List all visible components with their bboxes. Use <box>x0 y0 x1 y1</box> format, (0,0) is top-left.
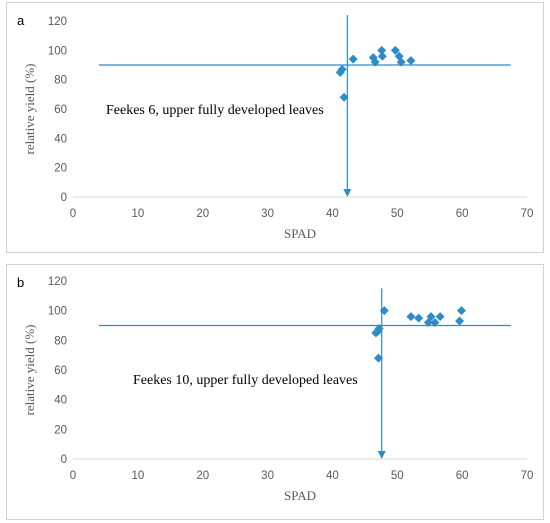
x-tick-label: 20 <box>196 470 209 482</box>
y-tick-label: 40 <box>54 133 67 145</box>
y-tick-label: 40 <box>54 395 67 407</box>
x-tick-label: 40 <box>326 470 339 482</box>
x-tick-label: 40 <box>326 208 339 220</box>
x-tick-label: 0 <box>70 470 76 482</box>
data-point <box>337 64 347 74</box>
x-tick-label: 70 <box>521 470 534 482</box>
y-tick-label: 120 <box>48 16 67 28</box>
chart-panel-a: a 0 10 20 30 40 50 60 70 0 20 40 60 80 100 120 SPAD rela… <box>6 2 544 253</box>
data-point <box>379 306 389 316</box>
arrow-head <box>377 451 386 459</box>
y-tick-label: 0 <box>61 454 67 466</box>
scatter-chart-a: 0 10 20 30 40 50 60 70 0 20 40 60 80 100 120 SPAD relati… <box>22 15 534 241</box>
scatter-chart-b: 0 10 20 30 40 50 60 70 0 20 40 60 80 100 120 SPAD relati… <box>22 276 534 503</box>
data-point <box>348 54 358 64</box>
x-tick-label: 60 <box>456 470 469 482</box>
x-axis-title: SPAD <box>284 226 316 241</box>
data-point <box>435 312 445 322</box>
panel-label: a <box>17 13 25 28</box>
x-tick-label: 60 <box>456 208 469 220</box>
y-tick-label: 20 <box>54 424 67 436</box>
y-tick-label: 100 <box>48 45 67 57</box>
annotation-label: Feekes 6, upper fully developed leaves <box>106 103 324 118</box>
data-point <box>455 316 465 326</box>
data-point <box>426 312 436 322</box>
y-tick-label: 100 <box>48 306 67 318</box>
data-point <box>377 51 387 61</box>
y-tick-label: 80 <box>54 335 67 347</box>
y-tick-label: 0 <box>61 192 67 204</box>
data-point <box>339 92 349 102</box>
y-tick-label: 60 <box>54 104 67 116</box>
y-axis-title: relative yield (%) <box>22 325 37 416</box>
x-tick-label: 10 <box>131 470 144 482</box>
data-point <box>456 306 466 316</box>
data-point <box>423 318 433 328</box>
y-axis-title: relative yield (%) <box>22 64 37 155</box>
y-tick-label: 80 <box>54 75 67 87</box>
arrow-head <box>343 189 352 197</box>
data-point <box>370 57 380 67</box>
data-point <box>390 45 400 55</box>
x-tick-label: 30 <box>261 208 274 220</box>
x-tick-label: 70 <box>521 208 534 220</box>
chart-panel-b: b 0 10 20 30 40 50 60 70 0 20 40 60 80 100 120 SPAD rela… <box>6 264 544 520</box>
data-point <box>377 45 387 55</box>
y-tick-label: 120 <box>48 276 67 288</box>
x-tick-label: 50 <box>391 208 404 220</box>
data-point <box>414 313 424 323</box>
data-point <box>374 323 384 333</box>
data-point <box>406 312 416 322</box>
data-point <box>373 353 383 363</box>
x-axis-title: SPAD <box>284 488 316 503</box>
x-tick-label: 10 <box>131 208 144 220</box>
x-tick-label: 20 <box>196 208 209 220</box>
panel-label: b <box>17 275 25 290</box>
x-tick-label: 50 <box>391 470 404 482</box>
data-point <box>430 318 440 328</box>
x-tick-label: 0 <box>70 208 76 220</box>
data-point <box>406 56 416 66</box>
x-tick-label: 30 <box>261 470 274 482</box>
annotation-label: Feekes 10, upper fully developed leaves <box>133 373 358 388</box>
y-tick-label: 60 <box>54 365 67 377</box>
y-tick-label: 20 <box>54 163 67 175</box>
data-point <box>396 57 406 67</box>
